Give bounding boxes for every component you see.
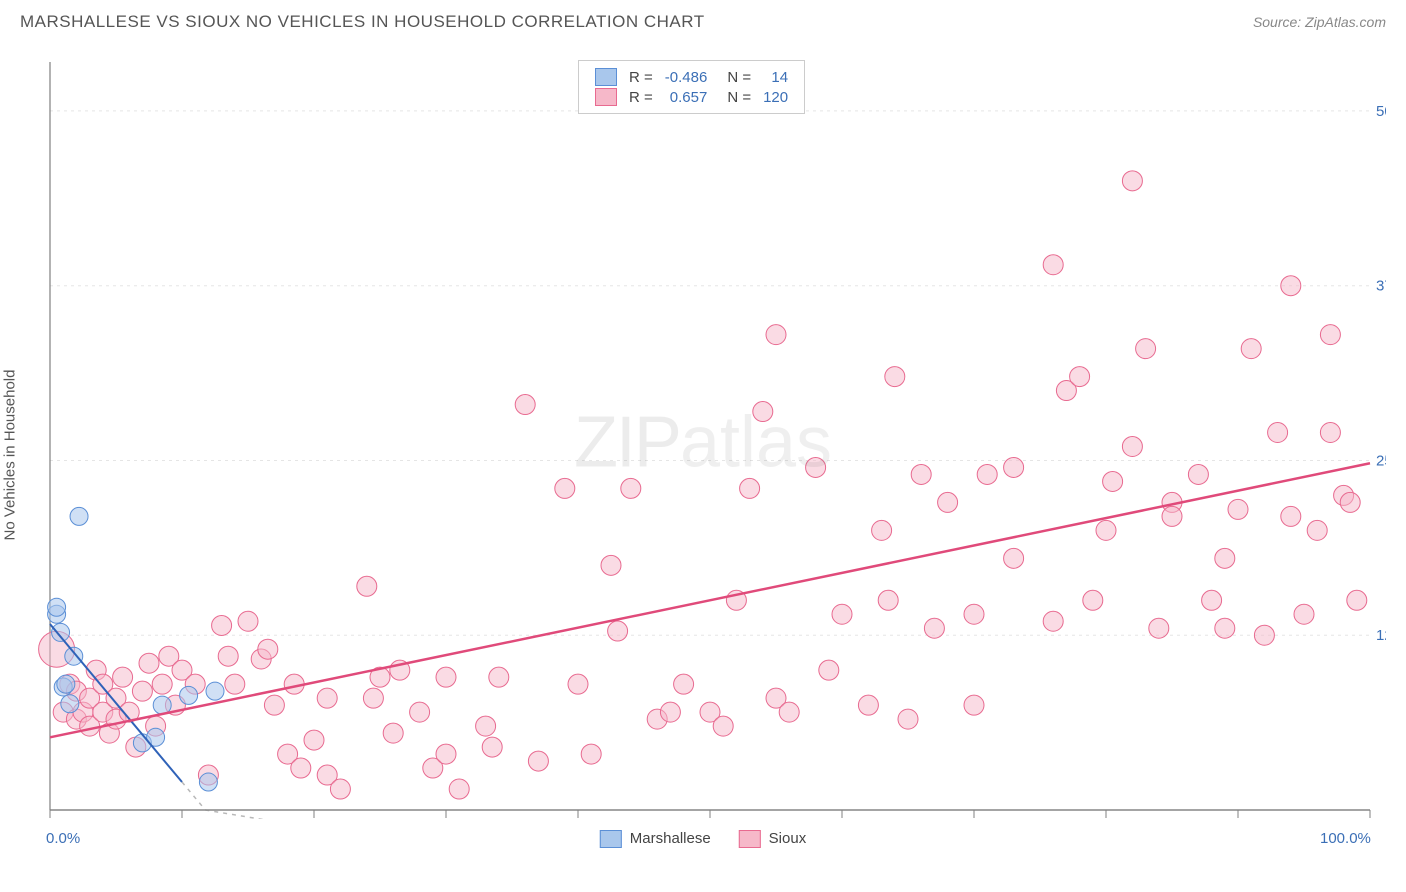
series-legend: Marshallese Sioux [600, 830, 806, 848]
legend-item: Marshallese [600, 830, 711, 848]
svg-text:25.0%: 25.0% [1376, 452, 1386, 469]
svg-text:12.5%: 12.5% [1376, 627, 1386, 644]
source-attribution: Source: ZipAtlas.com [1253, 14, 1386, 30]
svg-text:50.0%: 50.0% [1376, 103, 1386, 120]
svg-text:37.5%: 37.5% [1376, 278, 1386, 295]
y-axis-label: No Vehicles in Household [2, 370, 19, 541]
source-link[interactable]: ZipAtlas.com [1305, 14, 1386, 30]
legend-item: Sioux [739, 830, 807, 848]
scatter-chart: 12.5% 25.0% 37.5% 50.0% [20, 50, 1386, 860]
chart-container: No Vehicles in Household 12.5%25.0%37.5%… [20, 50, 1386, 860]
chart-title: MARSHALLESE VS SIOUX NO VEHICLES IN HOUS… [20, 12, 705, 32]
correlation-legend: R =-0.486N =14R =0.657N =120 [578, 60, 805, 114]
x-axis-min-label: 0.0% [46, 830, 80, 847]
header: MARSHALLESE VS SIOUX NO VEHICLES IN HOUS… [0, 0, 1406, 40]
x-axis-max-label: 100.0% [1320, 830, 1371, 847]
